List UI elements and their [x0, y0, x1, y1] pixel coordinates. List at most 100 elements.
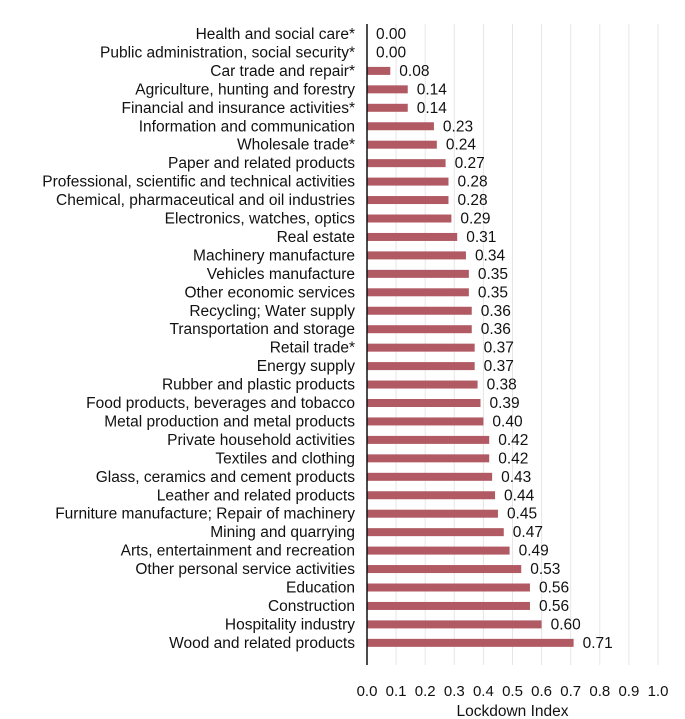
value-label: 0.28	[457, 192, 487, 209]
value-label: 0.08	[399, 63, 429, 80]
value-label: 0.60	[551, 616, 582, 633]
x-tick-label: 0.9	[618, 683, 639, 700]
value-label: 0.00	[376, 26, 407, 43]
value-label: 0.28	[457, 174, 487, 191]
value-label: 0.23	[443, 118, 473, 135]
bar	[367, 177, 449, 186]
category-label: Mining and quarrying	[210, 524, 355, 541]
category-labels: Health and social care*Public administra…	[42, 26, 355, 652]
bar	[367, 66, 391, 75]
bar	[367, 454, 490, 463]
bar	[367, 214, 452, 223]
value-label: 0.47	[513, 524, 543, 541]
category-label: Other personal service activities	[135, 561, 355, 578]
value-label: 0.53	[530, 561, 560, 578]
category-label: Food products, beverages and tobacco	[86, 395, 355, 412]
value-labels: 0.000.000.080.140.140.230.240.270.280.28…	[376, 26, 613, 652]
bar	[367, 343, 475, 352]
category-label: Retail trade*	[270, 340, 355, 357]
x-axis-ticks: 0.0 0.1 0.2 0.3 0.4 0.5 0.6 0.7 0.8 0.9 1.0	[357, 683, 669, 700]
category-label: Machinery manufacture	[193, 247, 355, 264]
category-label: Financial and insurance activities*	[122, 100, 355, 117]
category-label: Real estate	[277, 229, 355, 246]
grid-lines	[395, 24, 659, 665]
value-label: 0.56	[539, 598, 569, 615]
category-label: Energy supply	[257, 358, 355, 375]
value-label: 0.14	[417, 100, 448, 117]
category-label: Rubber and plastic products	[162, 377, 355, 394]
x-tick-label: 0.3	[444, 683, 465, 700]
category-label: Construction	[268, 598, 355, 615]
value-label: 0.49	[519, 543, 549, 560]
x-tick-label: 1.0	[648, 683, 669, 700]
bar	[367, 196, 449, 205]
value-label: 0.56	[539, 580, 569, 597]
category-label: Metal production and metal products	[104, 413, 355, 430]
bar	[367, 122, 434, 131]
bar	[367, 399, 481, 407]
bar	[367, 362, 475, 371]
x-tick-label: 0.6	[531, 683, 552, 700]
bar	[367, 380, 478, 389]
category-label: Arts, entertainment and recreation	[121, 543, 355, 560]
x-tick-label: 0.8	[589, 683, 610, 700]
category-label: Chemical, pharmaceutical and oil industr…	[56, 192, 355, 209]
bar	[367, 417, 484, 426]
bar	[367, 620, 542, 629]
category-label: Transportation and storage	[169, 321, 355, 338]
bar	[367, 288, 469, 297]
bar	[367, 269, 469, 278]
category-label: Car trade and repair*	[210, 63, 355, 80]
value-label: 0.24	[446, 137, 477, 154]
category-label: Hospitality industry	[225, 616, 355, 633]
x-tick-label: 0.4	[473, 683, 494, 700]
bar	[367, 638, 574, 647]
value-label: 0.37	[484, 340, 514, 357]
x-tick-label: 0.0	[357, 683, 378, 700]
bar	[367, 140, 437, 149]
bar	[367, 435, 490, 444]
bar	[367, 251, 466, 260]
value-label: 0.37	[484, 358, 514, 375]
value-label: 0.34	[475, 247, 506, 264]
category-label: Wholesale trade*	[237, 137, 355, 154]
value-label: 0.35	[478, 266, 508, 283]
category-label: Health and social care*	[196, 26, 355, 43]
value-label: 0.39	[489, 395, 519, 412]
category-label: Textiles and clothing	[215, 450, 355, 467]
category-label: Public administration, social security*	[100, 44, 355, 61]
bar	[367, 491, 496, 500]
category-label: Information and communication	[139, 118, 355, 135]
value-label: 0.71	[583, 635, 613, 652]
bar	[367, 103, 408, 112]
category-label: Paper and related products	[168, 155, 355, 172]
x-tick-label: 0.2	[415, 683, 436, 700]
category-label: Vehicles manufacture	[207, 266, 355, 283]
category-label: Leather and related products	[157, 487, 355, 504]
category-label: Electronics, watches, optics	[165, 211, 356, 228]
bar	[367, 565, 522, 574]
value-label: 0.31	[466, 229, 496, 246]
category-label: Other economic services	[184, 284, 355, 301]
category-label: Recycling; Water supply	[189, 303, 355, 320]
category-label: Education	[286, 580, 355, 597]
bar	[367, 546, 510, 555]
bar	[367, 325, 472, 334]
bar	[367, 232, 458, 241]
value-label: 0.44	[504, 487, 535, 504]
bar	[367, 509, 498, 518]
x-tick-label: 0.1	[386, 683, 407, 700]
category-label: Professional, scientific and technical a…	[42, 174, 355, 191]
value-label: 0.43	[501, 469, 531, 486]
bar	[367, 583, 530, 592]
value-label: 0.42	[498, 432, 528, 449]
value-label: 0.14	[417, 81, 448, 98]
bars	[367, 66, 574, 647]
x-axis-title: Lockdown Index	[456, 703, 568, 719]
value-label: 0.36	[481, 321, 511, 338]
category-label: Agriculture, hunting and forestry	[135, 81, 355, 98]
category-label: Wood and related products	[169, 635, 355, 652]
value-label: 0.45	[507, 506, 537, 523]
value-label: 0.29	[460, 211, 490, 228]
bar	[367, 528, 504, 537]
